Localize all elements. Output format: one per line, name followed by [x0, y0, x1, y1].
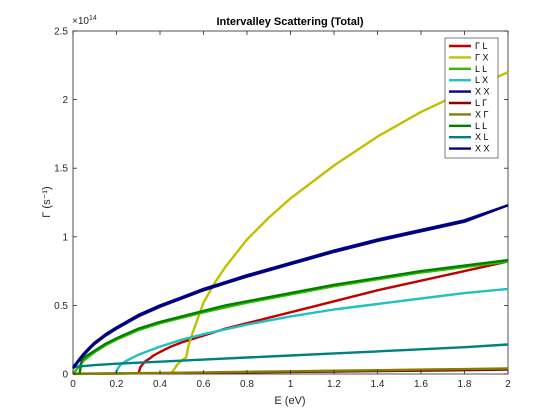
legend-entry: X X	[475, 87, 490, 97]
x-tick-label: 0.4	[153, 379, 167, 390]
x-axis-label: E (eV)	[274, 395, 305, 407]
x-tick-label: 0	[70, 379, 76, 390]
x-tick-label: 2	[505, 379, 511, 390]
y-tick-label: 1.5	[54, 164, 68, 175]
y-axis-label: Γ (s⁻¹)	[41, 186, 53, 217]
legend-entry: L X	[475, 75, 488, 85]
y-tick-label: 1	[62, 232, 68, 243]
y-tick-label: 0	[62, 370, 68, 381]
series-line-3	[113, 287, 509, 375]
legend: Γ LΓ XL LL XX XL ΓX ΓL LX LX X	[444, 37, 499, 159]
plot-area: 0 0.2 0.4 0.6 0.8 1 1.2 1.4 1.6 1.8 2 0 0.5 1 1.5 2 2.5	[54, 27, 511, 391]
series-line-8	[72, 343, 509, 369]
y-tick-label: 0.5	[54, 301, 68, 312]
legend-entry: X X	[475, 144, 490, 154]
y-exponent-label: ×1014	[72, 15, 97, 27]
legend-entry: Γ L	[475, 41, 487, 51]
legend-entry: X Γ	[475, 109, 489, 119]
legend-entry: L L	[475, 64, 487, 74]
y-ticks: 0 0.5 1 1.5 2 2.5	[54, 27, 508, 381]
y-tick-label: 2.5	[54, 27, 68, 38]
legend-entry: L Γ	[475, 98, 487, 108]
series-line-9	[72, 204, 509, 370]
axes-box	[72, 30, 509, 375]
x-tick-label: 1	[288, 379, 294, 390]
legend-entry: X L	[475, 132, 489, 142]
x-tick-label: 0.2	[110, 379, 124, 390]
legend-entry: Γ X	[475, 52, 488, 62]
series-line-1	[169, 71, 509, 375]
y-tick-label: 2	[62, 95, 68, 106]
x-tick-label: 0.6	[197, 379, 211, 390]
chart-title: Intervalley Scattering (Total)	[216, 16, 363, 28]
series-line-7	[78, 258, 509, 375]
y-exponent-power: 14	[89, 15, 97, 22]
x-tick-label: 0.8	[240, 379, 254, 390]
x-tick-label: 1.8	[458, 379, 472, 390]
legend-entry: L L	[475, 121, 487, 131]
legend-box	[444, 37, 499, 159]
y-exponent-base: ×10	[72, 16, 89, 27]
x-tick-label: 1.2	[327, 379, 341, 390]
x-tick-label: 1.6	[414, 379, 428, 390]
series-line-2	[72, 260, 509, 375]
x-ticks: 0 0.2 0.4 0.6 0.8 1 1.2 1.4 1.6 1.8 2	[70, 31, 511, 390]
x-tick-label: 1.4	[371, 379, 385, 390]
